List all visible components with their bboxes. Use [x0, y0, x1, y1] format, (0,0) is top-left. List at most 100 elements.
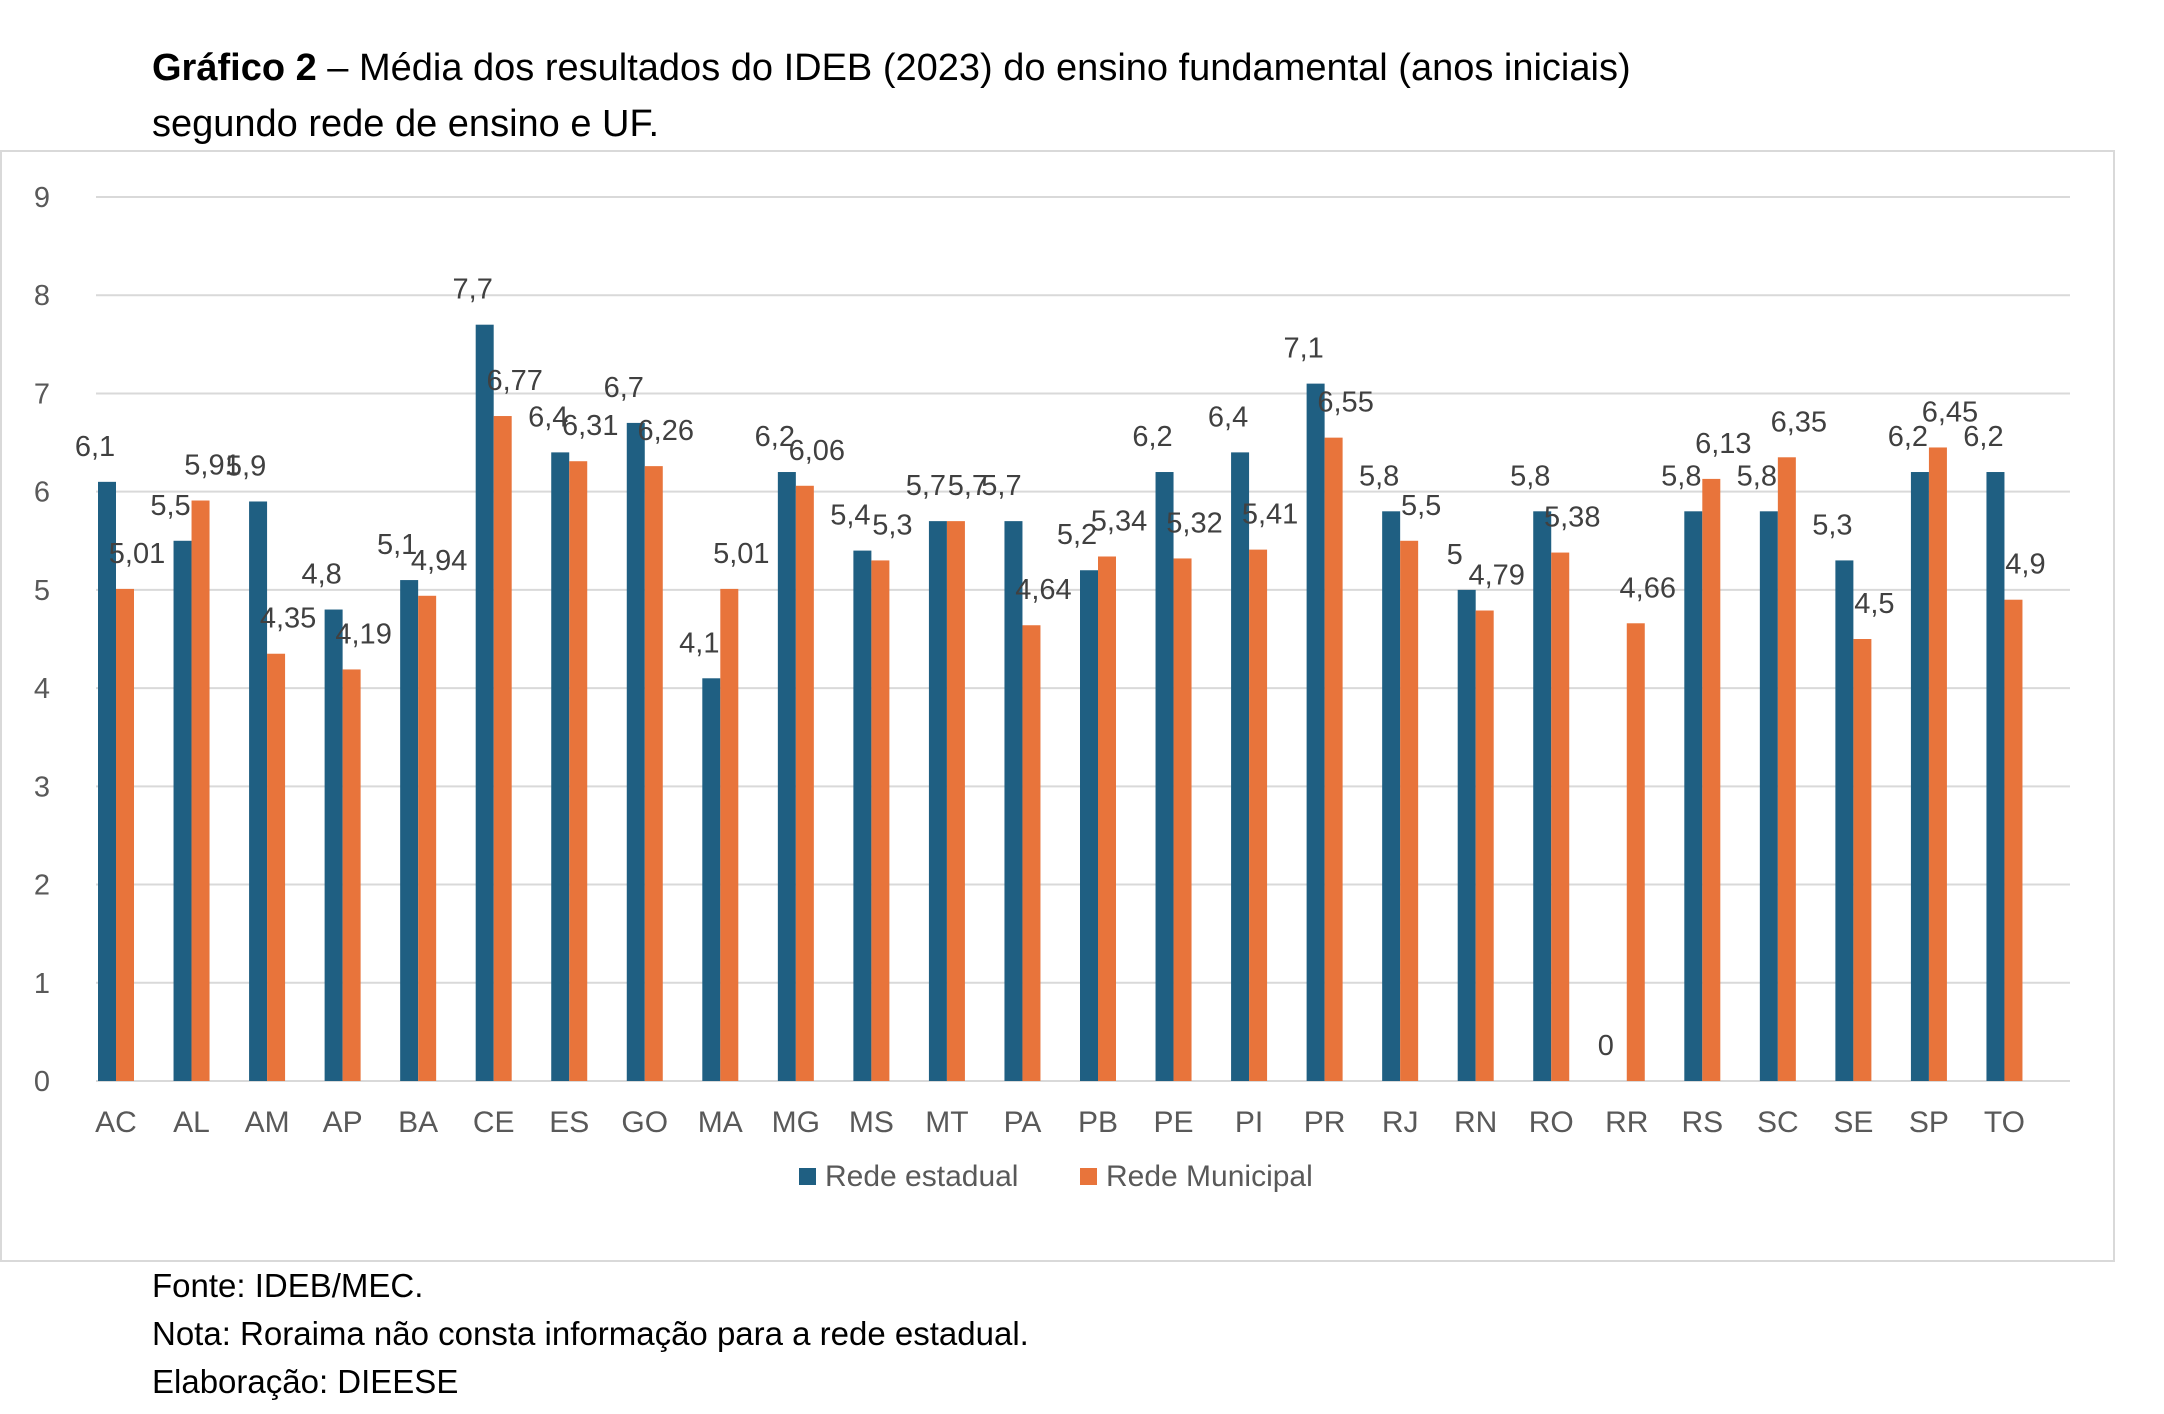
bar-estadual — [173, 540, 192, 1081]
chart-area: 0 1 2 3 4 5 6 7 8 9 6,1 5,01 AC 5,5 5,91 AL 5,9 4,35 AM 4,8… — [0, 150, 2115, 1262]
x-tick-label: AM — [245, 1106, 290, 1139]
data-label-municipal: 4,5 — [1854, 588, 1894, 620]
bar-estadual — [1382, 511, 1401, 1081]
bar-municipal — [1098, 556, 1116, 1081]
y-tick-label: 9 — [34, 182, 50, 214]
bar-municipal — [795, 485, 814, 1082]
bar-municipal — [1475, 610, 1494, 1081]
data-label-municipal: 6,31 — [562, 410, 618, 442]
y-tick-label: 4 — [34, 673, 50, 705]
bar-estadual — [551, 452, 570, 1081]
data-label-municipal: 5,7 — [948, 470, 988, 502]
data-label-municipal: 4,35 — [260, 603, 316, 635]
data-label-municipal: 6,45 — [1922, 396, 1978, 428]
bar-estadual — [1155, 472, 1174, 1081]
bar-estadual — [1910, 472, 1929, 1081]
x-tick-label: MA — [698, 1106, 743, 1139]
bar-municipal — [116, 588, 134, 1081]
bar-estadual — [1080, 570, 1098, 1081]
data-label-municipal: 4,94 — [411, 545, 467, 577]
bar-municipal — [644, 466, 663, 1081]
bar-estadual — [1306, 383, 1325, 1082]
x-tick-label: RS — [1681, 1106, 1723, 1139]
x-tick-label: TO — [1984, 1106, 2025, 1139]
x-tick-label: RO — [1529, 1106, 1574, 1139]
source-note: Fonte: IDEB/MEC. — [152, 1267, 424, 1304]
data-label-municipal: 5,41 — [1242, 499, 1298, 531]
data-label-municipal: 4,9 — [2005, 549, 2045, 581]
x-tick-label: PB — [1078, 1106, 1118, 1139]
y-tick-label: 3 — [34, 771, 50, 803]
y-tick-label: 1 — [34, 968, 50, 1000]
x-tick-label: PR — [1304, 1106, 1346, 1139]
data-label-municipal: 6,77 — [486, 365, 542, 397]
data-label-estadual: 5 — [1447, 539, 1463, 571]
data-label-estadual: 5,9 — [226, 450, 266, 482]
bar-municipal — [1702, 478, 1721, 1081]
data-label-municipal: 4,19 — [335, 618, 391, 650]
x-tick-label: GO — [621, 1106, 668, 1139]
bar-municipal — [1249, 549, 1268, 1081]
data-label-municipal: 6,13 — [1695, 428, 1751, 460]
data-label-estadual: 6,1 — [75, 431, 115, 463]
legend-swatch-estadual — [799, 1168, 816, 1185]
data-label-estadual: 6,7 — [604, 372, 644, 404]
x-tick-label: AP — [323, 1106, 363, 1139]
data-label-estadual: 0 — [1598, 1030, 1614, 1062]
x-tick-label: MG — [772, 1106, 820, 1139]
data-label-municipal: 4,79 — [1468, 560, 1524, 592]
x-tick-label: MT — [925, 1106, 968, 1139]
data-label-estadual: 5,2 — [1057, 519, 1097, 551]
bar-estadual — [400, 580, 419, 1081]
x-tick-label: PA — [1004, 1106, 1042, 1139]
x-tick-label: AC — [95, 1106, 137, 1139]
data-label-estadual: 6,4 — [1208, 401, 1248, 433]
x-tick-label: MS — [849, 1106, 894, 1139]
bar-municipal — [342, 669, 361, 1081]
bar-municipal — [1626, 623, 1645, 1081]
bar-municipal — [1173, 558, 1192, 1081]
data-label-municipal: 6,35 — [1771, 406, 1827, 438]
x-tick-label: CE — [473, 1106, 515, 1139]
bar-estadual — [1759, 511, 1778, 1081]
bar-estadual — [928, 521, 947, 1081]
bar-estadual — [702, 678, 721, 1081]
bar-municipal — [267, 653, 286, 1081]
chart-svg: 0 1 2 3 4 5 6 7 8 9 6,1 5,01 AC 5,5 5,91 AL 5,9 4,35 AM 4,8… — [34, 182, 2070, 1193]
bar-estadual — [249, 501, 268, 1081]
bar-estadual — [324, 609, 343, 1081]
legend-label-estadual: Rede estadual — [825, 1160, 1018, 1193]
bar-municipal — [871, 560, 890, 1081]
data-label-estadual: 6,2 — [1888, 421, 1928, 453]
data-label-municipal: 5,3 — [872, 509, 912, 541]
data-label-municipal: 5,5 — [1401, 490, 1441, 522]
bar-municipal — [946, 521, 965, 1081]
data-label-municipal: 6,26 — [638, 415, 694, 447]
bar-estadual — [1835, 560, 1854, 1081]
bar-municipal — [1853, 639, 1872, 1081]
bar-estadual — [1533, 511, 1552, 1081]
data-label-estadual: 5,8 — [1737, 460, 1777, 492]
data-label-municipal: 4,66 — [1620, 572, 1676, 604]
bar-municipal — [493, 416, 512, 1082]
data-label-municipal: 5,34 — [1091, 505, 1147, 537]
data-label-municipal: 6,06 — [789, 435, 845, 467]
bar-municipal — [720, 588, 739, 1081]
x-tick-label: SP — [1909, 1106, 1949, 1139]
bar-municipal — [1400, 540, 1419, 1081]
bar-municipal — [1022, 625, 1041, 1081]
data-label-estadual: 4,1 — [679, 627, 719, 659]
bar-municipal — [569, 461, 588, 1081]
data-label-municipal: 5,01 — [713, 538, 769, 570]
y-tick-label: 7 — [34, 378, 50, 410]
data-label-estadual: 6,4 — [528, 401, 568, 433]
bar-municipal — [1777, 457, 1796, 1081]
bar-municipal — [191, 500, 210, 1081]
author-note: Elaboração: DIEESE — [152, 1363, 459, 1400]
data-label-municipal: 6,55 — [1317, 387, 1373, 419]
bar-municipal — [418, 595, 437, 1081]
bar-municipal — [1551, 552, 1570, 1081]
bar-municipal — [2004, 599, 2023, 1081]
title-line-2: segundo rede de ensino e UF. — [152, 103, 660, 145]
bar-estadual — [1457, 589, 1476, 1081]
